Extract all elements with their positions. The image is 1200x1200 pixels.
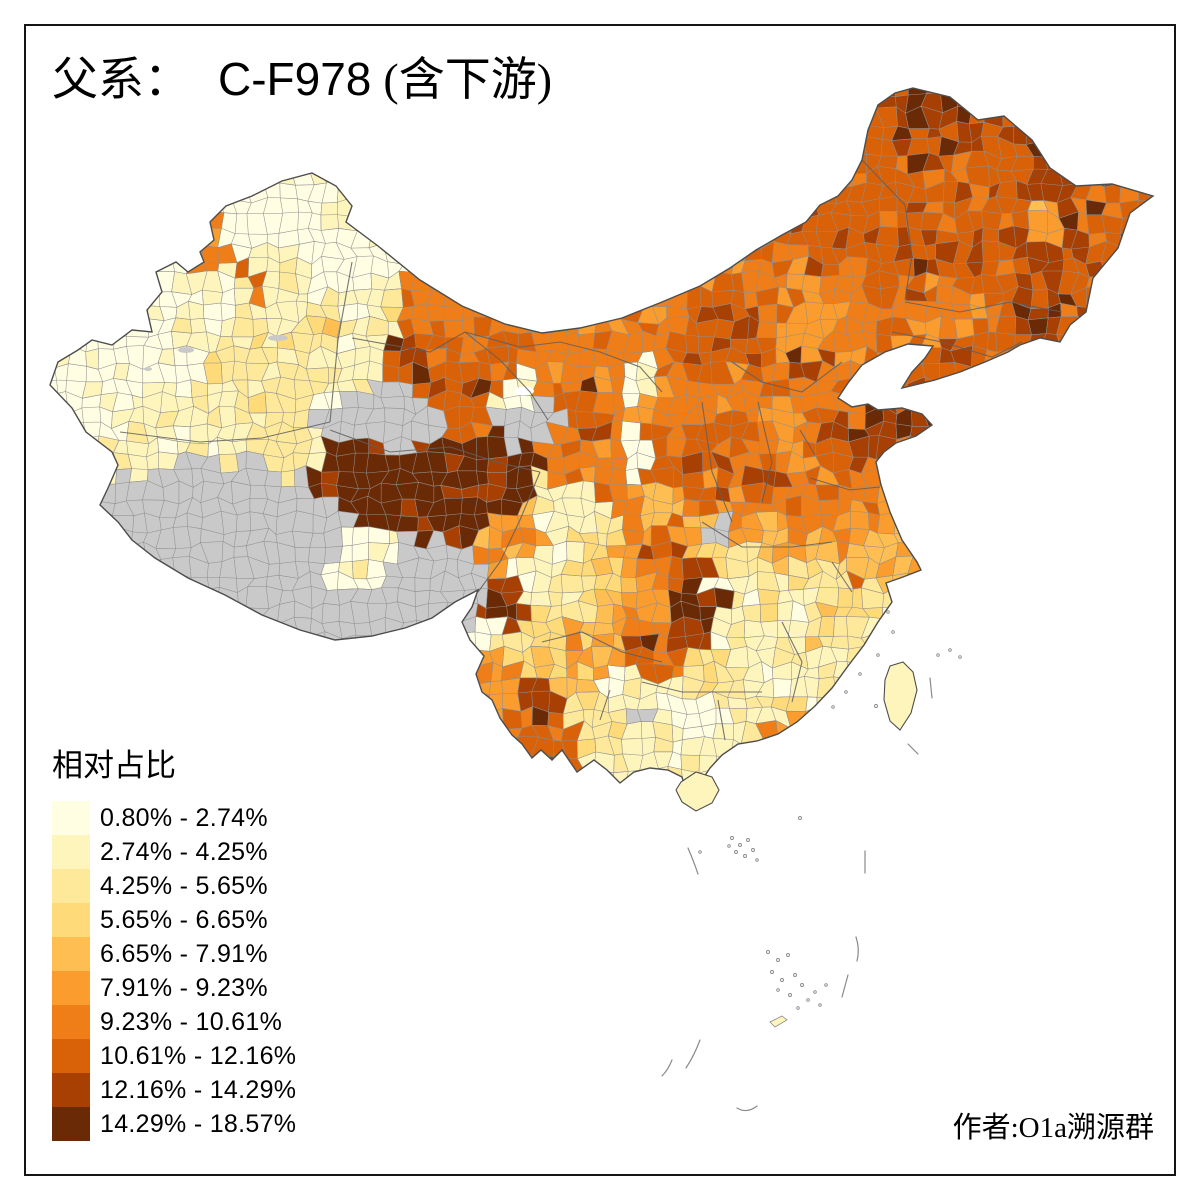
legend-swatch <box>52 1073 90 1107</box>
legend: 相对占比 0.80% - 2.74% 2.74% - 4.25% 4.25% - 5… <box>52 740 296 1141</box>
legend-row: 12.16% - 14.29% <box>52 1073 296 1107</box>
lake-icon <box>178 347 194 353</box>
attribution: 作者:O1a溯源群 <box>952 1112 1154 1144</box>
legend-swatch <box>52 835 90 869</box>
legend-swatch <box>52 903 90 937</box>
qinghai-lake <box>514 386 534 396</box>
legend-row: 14.29% - 18.57% <box>52 1107 296 1141</box>
title-haplogroup-code: C-F978 <box>218 53 372 105</box>
legend-row: 5.65% - 6.65% <box>52 903 296 937</box>
legend-label: 7.91% - 9.23% <box>100 974 268 1002</box>
legend-row: 4.25% - 5.65% <box>52 869 296 903</box>
lakes <box>144 335 534 396</box>
legend-swatch <box>52 971 90 1005</box>
legend-swatch <box>52 937 90 971</box>
south-sea-islet <box>769 1015 788 1028</box>
legend-label: 0.80% - 2.74% <box>100 804 268 832</box>
prefecture-patchwork <box>50 88 1153 800</box>
sea-boundary-dashes <box>661 677 933 1112</box>
lake-icon <box>144 367 152 371</box>
title-prefix: 父系： <box>52 54 190 105</box>
legend-swatch <box>52 801 90 835</box>
taiwan-island <box>883 661 918 731</box>
legend-label: 6.65% - 7.91% <box>100 940 268 968</box>
legend-swatch <box>52 1039 90 1073</box>
legend-row: 2.74% - 4.25% <box>52 835 296 869</box>
legend-label: 4.25% - 5.65% <box>100 872 268 900</box>
legend-swatch <box>52 1107 90 1141</box>
legend-row: 7.91% - 9.23% <box>52 971 296 1005</box>
legend-label: 14.29% - 18.57% <box>100 1110 297 1138</box>
legend-swatch <box>52 1005 90 1039</box>
legend-label: 12.16% - 14.29% <box>100 1076 297 1104</box>
islet-dots <box>698 610 962 1010</box>
province-borders <box>119 159 1063 741</box>
legend-row: 6.65% - 7.91% <box>52 937 296 971</box>
lake-icon <box>268 335 288 341</box>
legend-label: 10.61% - 12.16% <box>100 1042 297 1070</box>
legend-row: 9.23% - 10.61% <box>52 1005 296 1039</box>
title-suffix: (含下游) <box>383 54 553 105</box>
legend-swatch <box>52 869 90 903</box>
map-title: 父系： C-F978 (含下游) <box>52 54 552 106</box>
legend-label: 9.23% - 10.61% <box>100 1008 283 1036</box>
legend-label: 5.65% - 6.65% <box>100 906 268 934</box>
legend-row: 0.80% - 2.74% <box>52 801 296 835</box>
legend-title: 相对占比 <box>52 748 176 783</box>
legend-label: 2.74% - 4.25% <box>100 838 268 866</box>
legend-rows: 0.80% - 2.74% 2.74% - 4.25% 4.25% - 5.65% 5… <box>52 801 296 1141</box>
hainan-island <box>675 771 720 812</box>
legend-row: 10.61% - 12.16% <box>52 1039 296 1073</box>
